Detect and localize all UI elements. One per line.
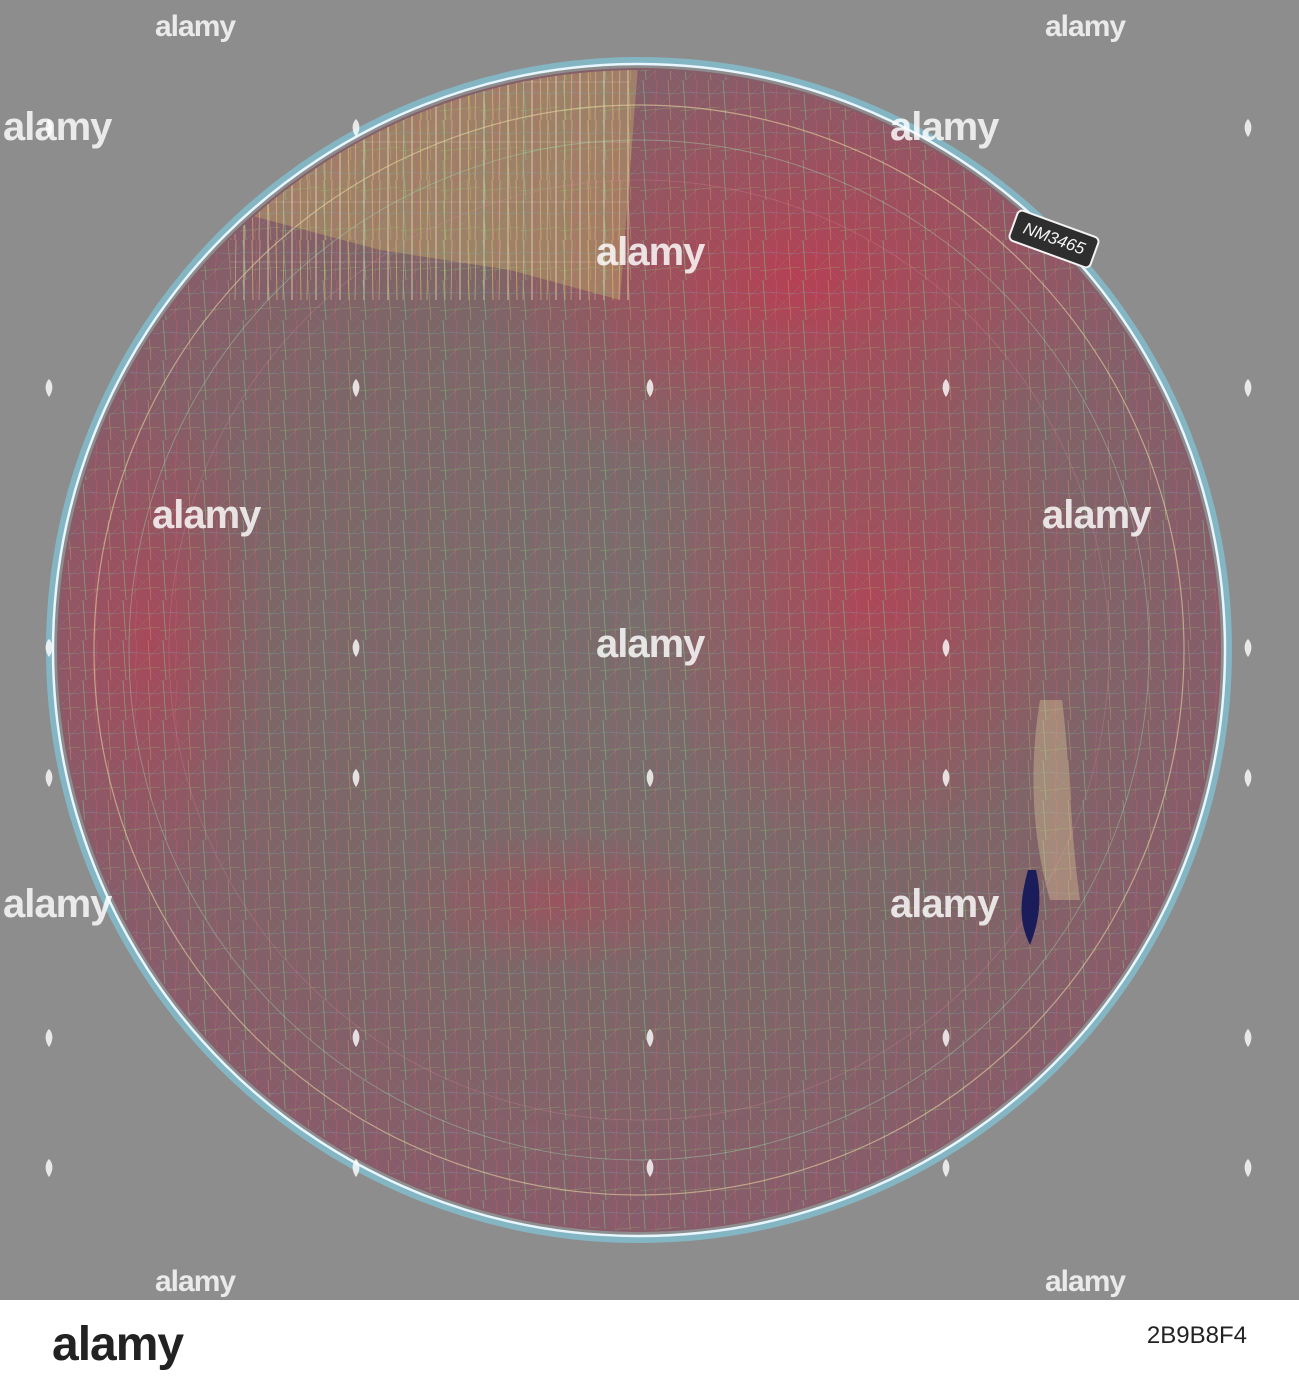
watermark-mark-icon: [940, 378, 952, 398]
watermark-mark-icon: [350, 768, 362, 788]
watermark-mark-icon: [43, 1028, 55, 1048]
watermark-text: alamy: [1045, 1265, 1126, 1298]
watermark-text: alamy: [155, 10, 236, 43]
watermark-mark-icon: [940, 638, 952, 658]
watermark-mark-icon: [350, 118, 362, 138]
image-id: 2B9B8F4: [1146, 1322, 1247, 1349]
watermark-text: alamy: [3, 105, 112, 149]
watermark-mark-icon: [1242, 768, 1254, 788]
alamy-logo: alamy: [52, 1318, 184, 1371]
footer-bar: alamy 2B9B8F4: [0, 1300, 1299, 1390]
watermark-mark-icon: [644, 768, 656, 788]
photo-canvas: NM3465 alamy alamy alamy alamy alamy ala…: [0, 0, 1299, 1300]
watermark-mark-icon: [43, 1158, 55, 1178]
watermark-mark-icon: [940, 1158, 952, 1178]
watermark-mark-icon: [350, 1028, 362, 1048]
watermark-mark-icon: [1242, 378, 1254, 398]
watermark-text: alamy: [596, 622, 705, 666]
watermark-text: alamy: [1045, 10, 1126, 43]
watermark-text: alamy: [596, 230, 705, 274]
watermark-mark-icon: [350, 1158, 362, 1178]
watermark-text: alamy: [1042, 493, 1151, 537]
watermark-mark-icon: [1242, 118, 1254, 138]
watermark-mark-icon: [1242, 1028, 1254, 1048]
watermark-mark-icon: [43, 638, 55, 658]
watermark-mark-icon: [940, 1028, 952, 1048]
watermark-text: alamy: [890, 882, 999, 926]
watermark-mark-icon: [350, 638, 362, 658]
watermark-text: alamy: [152, 493, 261, 537]
watermark-text: alamy: [890, 105, 999, 149]
watermark-mark-icon: [644, 378, 656, 398]
watermark-mark-icon: [644, 1158, 656, 1178]
watermark-mark-icon: [43, 768, 55, 788]
watermark-mark-icon: [43, 118, 55, 138]
watermark-text: alamy: [3, 882, 112, 926]
watermark-mark-icon: [1242, 638, 1254, 658]
watermark-mark-icon: [644, 1028, 656, 1048]
watermark-mark-icon: [940, 768, 952, 788]
watermark-text: alamy: [155, 1265, 236, 1298]
watermark-mark-icon: [1242, 1158, 1254, 1178]
plate-illustration: [46, 57, 1232, 1243]
watermark-mark-icon: [350, 378, 362, 398]
watermark-mark-icon: [43, 378, 55, 398]
